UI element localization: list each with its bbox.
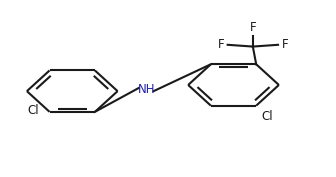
Text: F: F	[218, 38, 224, 51]
Text: Cl: Cl	[27, 104, 39, 118]
Text: Cl: Cl	[261, 110, 273, 123]
Text: F: F	[281, 38, 288, 51]
Text: NH: NH	[137, 83, 155, 96]
Text: F: F	[250, 21, 256, 34]
